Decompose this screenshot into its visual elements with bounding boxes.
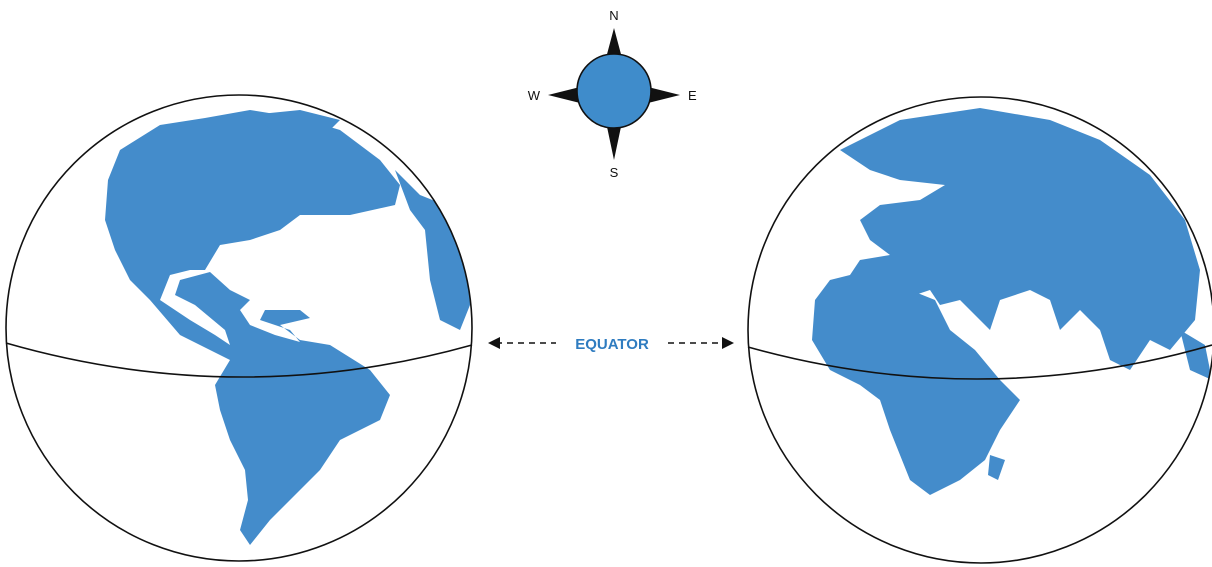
equator-line [747,344,1212,380]
madagascar [988,455,1005,480]
western-hemisphere-globe [5,94,473,562]
europe-africa-edge [395,170,472,330]
arctic-islands [250,110,340,140]
arrowhead [488,337,500,349]
africa [812,270,1020,495]
equator-callout: EQUATOR [488,336,734,353]
eastern-hemisphere-globe [747,96,1212,564]
east-label: E [688,88,697,103]
globe-outline [5,94,473,562]
north-label: N [609,8,618,23]
south-label: S [610,165,619,180]
equator-label: EQUATOR [575,336,649,353]
continents [812,108,1212,495]
equator-line [5,342,473,378]
arrowhead [722,337,734,349]
continents [105,110,472,545]
islands [1180,330,1212,380]
eurasia [840,108,1200,370]
compass: N E S W [528,8,697,180]
globe-outline [747,96,1212,564]
compass-disc [576,53,652,129]
west-label: W [528,88,541,103]
americas [105,110,400,545]
